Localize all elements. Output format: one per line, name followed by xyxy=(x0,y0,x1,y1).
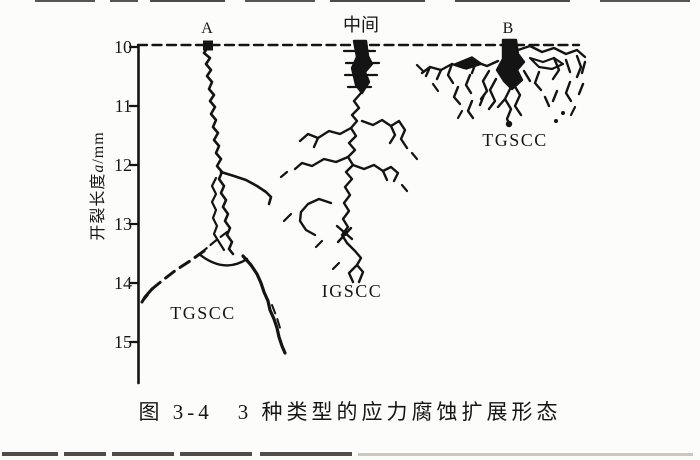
crack-a-marker-label: A xyxy=(201,20,213,37)
y-tick-label-15: 15 xyxy=(114,332,132,352)
crack-b-drawing xyxy=(420,38,587,128)
crack-a-drawing xyxy=(140,40,287,355)
y-tick-label-13: 13 xyxy=(114,214,132,234)
y-tick-label-11: 11 xyxy=(114,96,132,116)
scan-artifact-bottom-segment xyxy=(112,452,174,456)
crack-b-marker-label: B xyxy=(502,20,514,37)
figure-caption: 图 3-4 3 种类型的应力腐蚀扩展形态 xyxy=(138,400,562,424)
scan-artifact-top-segment xyxy=(600,0,690,2)
scan-artifact-bottom-segment xyxy=(64,452,106,456)
scan-artifact-top-segment xyxy=(110,0,138,2)
scan-artifact-bottom-segment xyxy=(2,452,58,456)
crack-middle-marker-label: 中间 xyxy=(343,15,379,35)
crack-middle-type-label: IGSCC xyxy=(321,281,383,301)
y-axis-line xyxy=(128,43,140,385)
scan-artifact-top-segment xyxy=(35,0,95,2)
y-tick-label-14: 14 xyxy=(114,273,132,293)
scan-artifact-top-segment xyxy=(150,0,225,2)
y-tick-label-10: 10 xyxy=(114,37,132,57)
scan-artifact-top-segment xyxy=(330,0,425,2)
scan-artifact-bottom-segment xyxy=(260,452,352,456)
crack-a-type-label: TGSCC xyxy=(170,303,236,323)
scan-artifact-top-segment xyxy=(455,0,570,2)
scan-artifact-bottom-segment xyxy=(358,453,693,456)
crack-middle-drawing xyxy=(279,39,425,284)
crack-b-type-label: TGSCC xyxy=(482,130,548,150)
y-tick-label-12: 12 xyxy=(114,155,132,175)
scan-artifact-top-segment xyxy=(245,0,315,2)
scan-artifact-bottom-segment xyxy=(180,452,252,456)
